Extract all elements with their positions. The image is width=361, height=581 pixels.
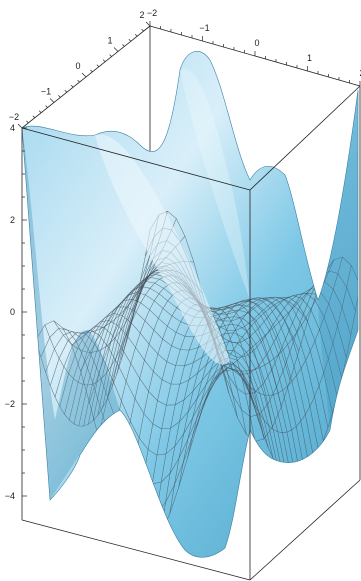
z-tick-label: −4 xyxy=(5,491,15,501)
y-tick-label: −1 xyxy=(41,87,51,97)
y-tick-label: 1 xyxy=(107,36,112,46)
y-minor-tick xyxy=(77,79,80,83)
x-axis-ticks: −2 −1 0 1 2 xyxy=(147,8,361,86)
x-tick-label: 2 xyxy=(359,68,361,78)
y-minor-tick xyxy=(90,69,93,73)
y-minor-tick xyxy=(141,28,144,32)
y-minor-tick xyxy=(45,105,48,108)
y-minor-tick xyxy=(102,59,106,62)
x-tick-label: −1 xyxy=(199,23,209,33)
mesh-line-v xyxy=(111,270,324,441)
box-edge-front-top-left xyxy=(21,127,251,191)
mesh-line-v xyxy=(73,306,287,476)
z-axis-ticks: 4 2 0 −2 −4 xyxy=(5,123,27,501)
y-tick-label: −2 xyxy=(9,112,19,122)
y-minor-tick xyxy=(134,33,138,37)
y-tick-mark xyxy=(81,72,87,78)
mesh-line-v xyxy=(59,325,274,458)
y-minor-tick xyxy=(64,90,68,93)
mesh-line-v xyxy=(64,320,278,466)
surface-highlight xyxy=(95,134,230,365)
x-tick-label: −2 xyxy=(147,8,157,18)
z-tick-label: 4 xyxy=(10,123,15,133)
mesh-line-v xyxy=(54,329,269,448)
y-tick-label: 2 xyxy=(139,10,144,20)
surface xyxy=(21,51,359,558)
y-minor-tick xyxy=(38,110,42,113)
surface-shadow xyxy=(22,128,120,500)
y-minor-tick xyxy=(26,120,29,124)
z-tick-label: 0 xyxy=(10,307,15,317)
y-tick-mark xyxy=(145,21,151,27)
box-edge-bottom-left xyxy=(21,519,251,581)
box-edge-front-top-right xyxy=(249,85,361,191)
y-axis-ticks: 2 1 0 −1 −2 xyxy=(9,10,151,129)
surface-highlight-2 xyxy=(180,68,250,301)
y-minor-tick xyxy=(96,64,100,68)
box-front-edges xyxy=(21,85,361,581)
y-minor-tick xyxy=(70,84,74,88)
z-tick-label: 2 xyxy=(10,215,15,225)
y-minor-tick xyxy=(122,44,125,47)
y-tick-label: 0 xyxy=(75,61,80,71)
surface-shadow-2 xyxy=(318,90,358,430)
y-tick-mark xyxy=(113,47,119,52)
mesh-line-v xyxy=(69,313,283,472)
y-minor-tick xyxy=(109,54,112,57)
box-edge-bottom-right xyxy=(249,479,361,581)
z-tick-label: −2 xyxy=(5,399,15,409)
x-tick-label: 1 xyxy=(307,53,312,63)
y-minor-tick xyxy=(32,115,36,119)
mesh-line-v xyxy=(78,298,292,478)
x-tick-label: 0 xyxy=(254,38,259,48)
y-tick-mark xyxy=(17,123,23,129)
y-minor-tick xyxy=(58,95,61,98)
y-minor-tick xyxy=(128,39,132,42)
y-tick-mark xyxy=(49,98,55,103)
